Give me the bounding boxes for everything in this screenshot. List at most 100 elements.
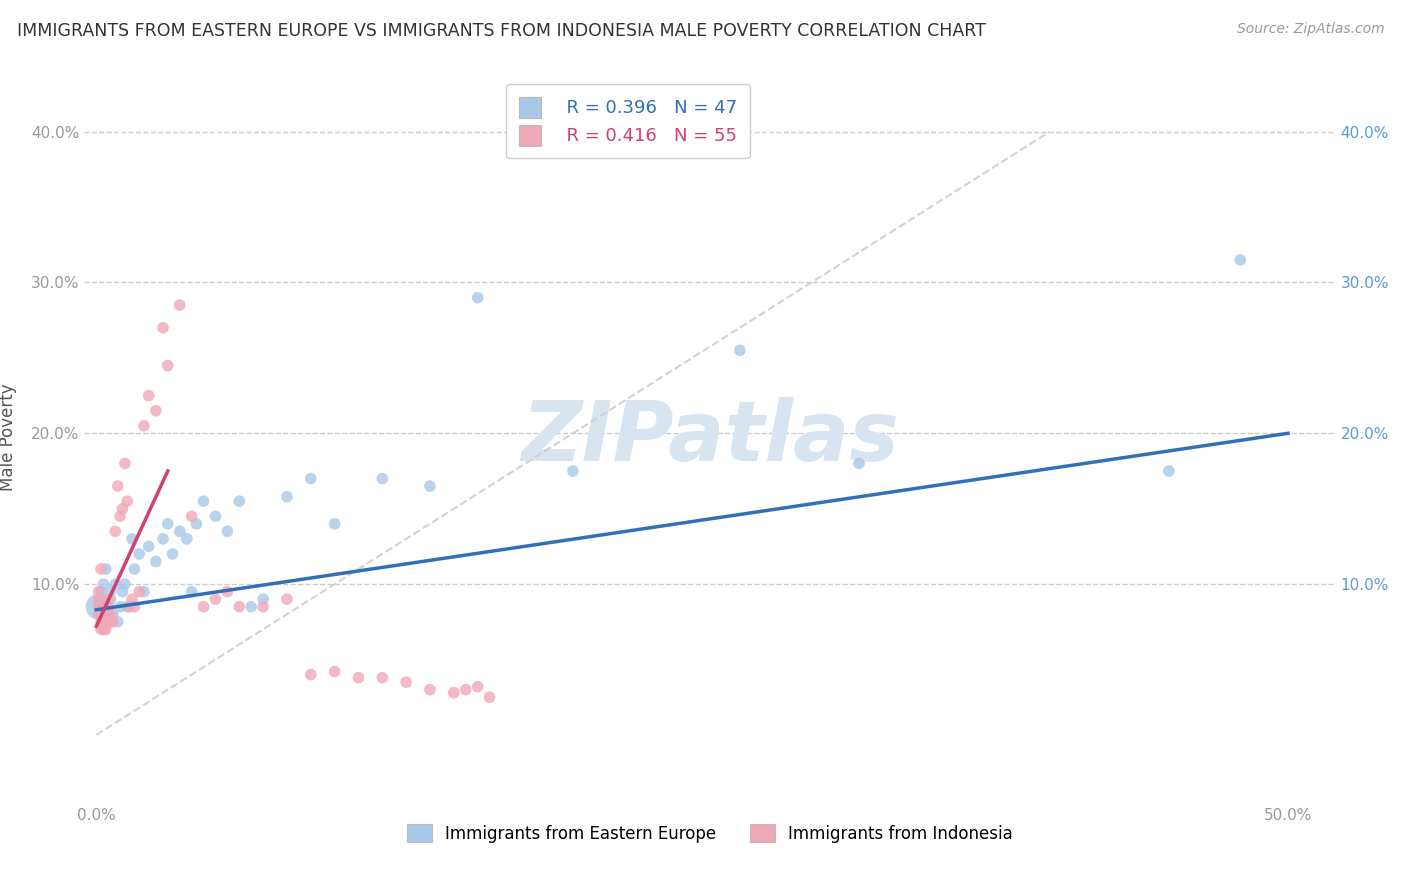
Point	[132, 584, 155, 599]
Point	[454, 682, 477, 697]
Point	[252, 599, 274, 614]
Point	[176, 532, 198, 546]
Point	[132, 418, 155, 433]
Point	[562, 464, 585, 478]
Point	[107, 479, 129, 493]
Point	[1229, 252, 1251, 267]
Point	[217, 524, 239, 539]
Point	[104, 524, 127, 539]
Point	[114, 577, 136, 591]
Point	[128, 584, 150, 599]
Point	[252, 592, 274, 607]
Point	[204, 592, 226, 607]
Point	[395, 675, 418, 690]
Point	[152, 320, 174, 334]
Point	[204, 509, 226, 524]
Point	[101, 607, 124, 622]
Point	[323, 665, 346, 679]
Text: Source: ZipAtlas.com: Source: ZipAtlas.com	[1237, 22, 1385, 37]
Point	[371, 471, 394, 485]
Point	[728, 343, 751, 358]
Point	[93, 623, 115, 637]
Point	[193, 494, 215, 508]
Point	[117, 599, 139, 614]
Point	[93, 607, 115, 622]
Point	[100, 615, 122, 629]
Point	[467, 291, 489, 305]
Point	[87, 599, 110, 614]
Point	[169, 298, 191, 312]
Point	[94, 607, 117, 622]
Point	[90, 562, 112, 576]
Legend: Immigrants from Eastern Europe, Immigrants from Indonesia: Immigrants from Eastern Europe, Immigran…	[401, 818, 1019, 849]
Point	[97, 607, 120, 622]
Point	[124, 562, 146, 576]
Point	[323, 516, 346, 531]
Point	[848, 457, 870, 471]
Point	[90, 584, 112, 599]
Point	[193, 599, 215, 614]
Point	[111, 501, 134, 516]
Point	[94, 623, 117, 637]
Point	[124, 599, 146, 614]
Point	[90, 599, 112, 614]
Point	[97, 599, 120, 614]
Point	[169, 524, 191, 539]
Point	[87, 607, 110, 622]
Point	[156, 516, 179, 531]
Point	[419, 682, 441, 697]
Point	[419, 479, 441, 493]
Point	[94, 615, 117, 629]
Point	[100, 592, 122, 607]
Point	[156, 359, 179, 373]
Point	[111, 584, 134, 599]
Point	[347, 671, 370, 685]
Point	[138, 389, 160, 403]
Point	[186, 516, 208, 531]
Point	[97, 592, 120, 607]
Point	[90, 615, 112, 629]
Point	[145, 554, 167, 568]
Point	[240, 599, 263, 614]
Point	[467, 680, 489, 694]
Point	[121, 592, 143, 607]
Point	[299, 667, 322, 681]
Point	[299, 471, 322, 485]
Point	[87, 599, 110, 614]
Point	[87, 584, 110, 599]
Point	[101, 615, 124, 629]
Point	[276, 592, 298, 607]
Point	[87, 592, 110, 607]
Text: ZIPatlas: ZIPatlas	[522, 397, 898, 477]
Point	[228, 599, 250, 614]
Point	[94, 562, 117, 576]
Point	[108, 599, 131, 614]
Point	[478, 690, 501, 705]
Point	[100, 607, 122, 622]
Point	[138, 540, 160, 554]
Point	[121, 532, 143, 546]
Point	[162, 547, 184, 561]
Point	[276, 490, 298, 504]
Point	[152, 532, 174, 546]
Point	[1157, 464, 1180, 478]
Point	[93, 599, 115, 614]
Text: IMMIGRANTS FROM EASTERN EUROPE VS IMMIGRANTS FROM INDONESIA MALE POVERTY CORRELA: IMMIGRANTS FROM EASTERN EUROPE VS IMMIGR…	[17, 22, 986, 40]
Point	[180, 509, 202, 524]
Point	[217, 584, 239, 599]
Point	[93, 607, 115, 622]
Point	[371, 671, 394, 685]
Point	[145, 403, 167, 417]
Point	[107, 615, 129, 629]
Point	[97, 615, 120, 629]
Point	[100, 584, 122, 599]
Point	[104, 577, 127, 591]
Point	[93, 577, 115, 591]
Point	[93, 615, 115, 629]
Point	[97, 599, 120, 614]
Point	[128, 547, 150, 561]
Point	[443, 686, 465, 700]
Point	[90, 607, 112, 622]
Point	[108, 509, 131, 524]
Y-axis label: Male Poverty: Male Poverty	[0, 384, 17, 491]
